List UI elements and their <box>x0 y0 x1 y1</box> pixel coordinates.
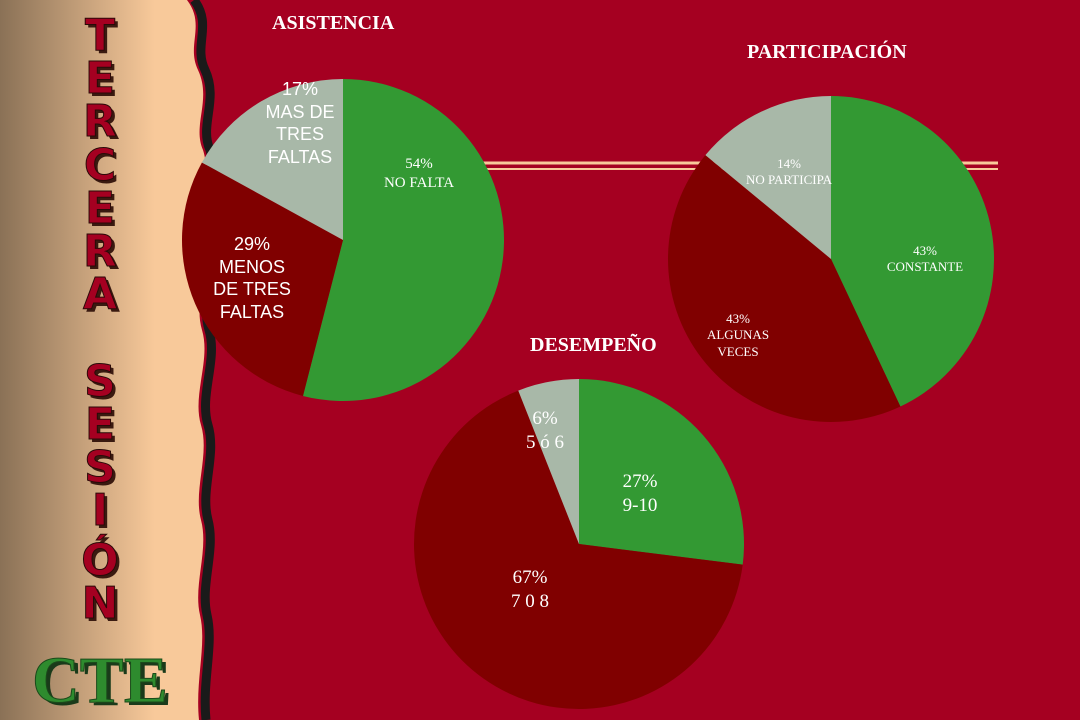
slice-label: 14% NO PARTICIPA <box>709 156 869 189</box>
slice-category: NO PARTICIPA <box>745 172 833 188</box>
slice-category: ALGUNAS <box>706 327 770 343</box>
title-letter: E <box>85 53 115 104</box>
slice-label: 67% 7 0 8 <box>450 566 610 614</box>
title-letter: T <box>85 10 115 61</box>
pie-slice <box>579 379 744 565</box>
title-letter-shadow: R <box>86 99 120 150</box>
slice-percent: 43% <box>913 243 937 258</box>
slice-category: FALTAS <box>219 301 285 322</box>
title-letter: S <box>84 442 116 493</box>
sidebar-edge-shadow <box>190 0 218 720</box>
slice-label: 43% ALGUNAS VECES <box>658 311 818 360</box>
slice-percent: 29% <box>233 234 271 254</box>
slice-percent: 54% <box>405 156 433 172</box>
title-letter-shadow: T <box>88 13 118 64</box>
slice-percent: 67% <box>512 567 548 588</box>
title-letter-shadow: S <box>87 359 119 410</box>
slice-label: 54% NO FALTA <box>339 155 499 193</box>
title-letter: C <box>84 140 116 191</box>
title-letter: N <box>82 578 119 629</box>
title-letter-shadow: N <box>85 581 122 632</box>
pie-slice <box>667 155 901 423</box>
slice-percent: 6% <box>532 408 558 429</box>
slice-category: VECES <box>717 343 759 359</box>
title-letter-shadow: A <box>86 272 120 323</box>
pie-slice <box>705 96 831 259</box>
pie-slice <box>302 79 504 401</box>
slice-category: MAS DE <box>265 101 335 122</box>
sidebar-panel <box>0 0 206 720</box>
slice-label: 29% MENOS DE TRES FALTAS <box>172 233 332 323</box>
title-letter: I <box>92 485 108 536</box>
title-letter: E <box>85 183 115 234</box>
chart-title-asistencia: ASISTENCIA <box>272 12 395 34</box>
slice-category: 9-10 <box>622 494 658 516</box>
title-letter-shadow: E <box>88 56 118 107</box>
title-letter-shadow: C <box>87 143 119 194</box>
slice-label: 43% CONSTANTE <box>845 243 1005 276</box>
slice-category: 7 0 8 <box>511 590 549 612</box>
slice-label: 27% 9-10 <box>560 470 720 518</box>
pie-slice <box>518 379 579 544</box>
slice-category: MENOS <box>218 256 285 277</box>
title-letter: R <box>83 226 117 277</box>
slice-percent: 43% <box>726 311 750 326</box>
slice-category: FALTAS <box>267 146 333 167</box>
slice-category: 5 ó 6 <box>526 431 564 453</box>
title-letter-shadow: S <box>87 445 119 496</box>
title-letter: Ó <box>81 533 118 586</box>
title-letter: A <box>83 269 117 320</box>
title-letter: E <box>85 399 115 450</box>
cte-logo-shadow: CTE <box>36 647 172 720</box>
slice-category: CONSTANTE <box>886 259 964 275</box>
title-letter-shadow: I <box>95 488 111 539</box>
pie-slice <box>182 162 343 396</box>
pie-slice <box>201 78 343 240</box>
slice-category: DE TRES <box>213 279 291 299</box>
slice-percent: 27% <box>622 471 658 492</box>
title-letter: R <box>83 96 117 147</box>
slice-category: TRES <box>275 124 324 144</box>
slice-category: NO FALTA <box>383 174 455 191</box>
title-letter-shadow: E <box>88 186 118 237</box>
title-letter-shadow: R <box>86 229 120 280</box>
title-letter: S <box>84 356 116 407</box>
title-letter-shadow: E <box>88 402 118 453</box>
slice-percent: 17% <box>281 79 319 99</box>
pie-slice <box>413 390 743 710</box>
slice-label: 17% MAS DE TRES FALTAS <box>220 78 380 168</box>
slice-label: 6% 5 ó 6 <box>465 407 625 455</box>
pie-slice <box>831 96 994 407</box>
cte-logo: CTE <box>32 644 168 717</box>
slice-percent: 14% <box>777 156 801 171</box>
title-letter-shadow: Ó <box>84 536 121 589</box>
chart-title-participacion: PARTICIPACIÓN <box>747 41 907 63</box>
chart-title-desempeno: DESEMPEÑO <box>530 334 657 356</box>
